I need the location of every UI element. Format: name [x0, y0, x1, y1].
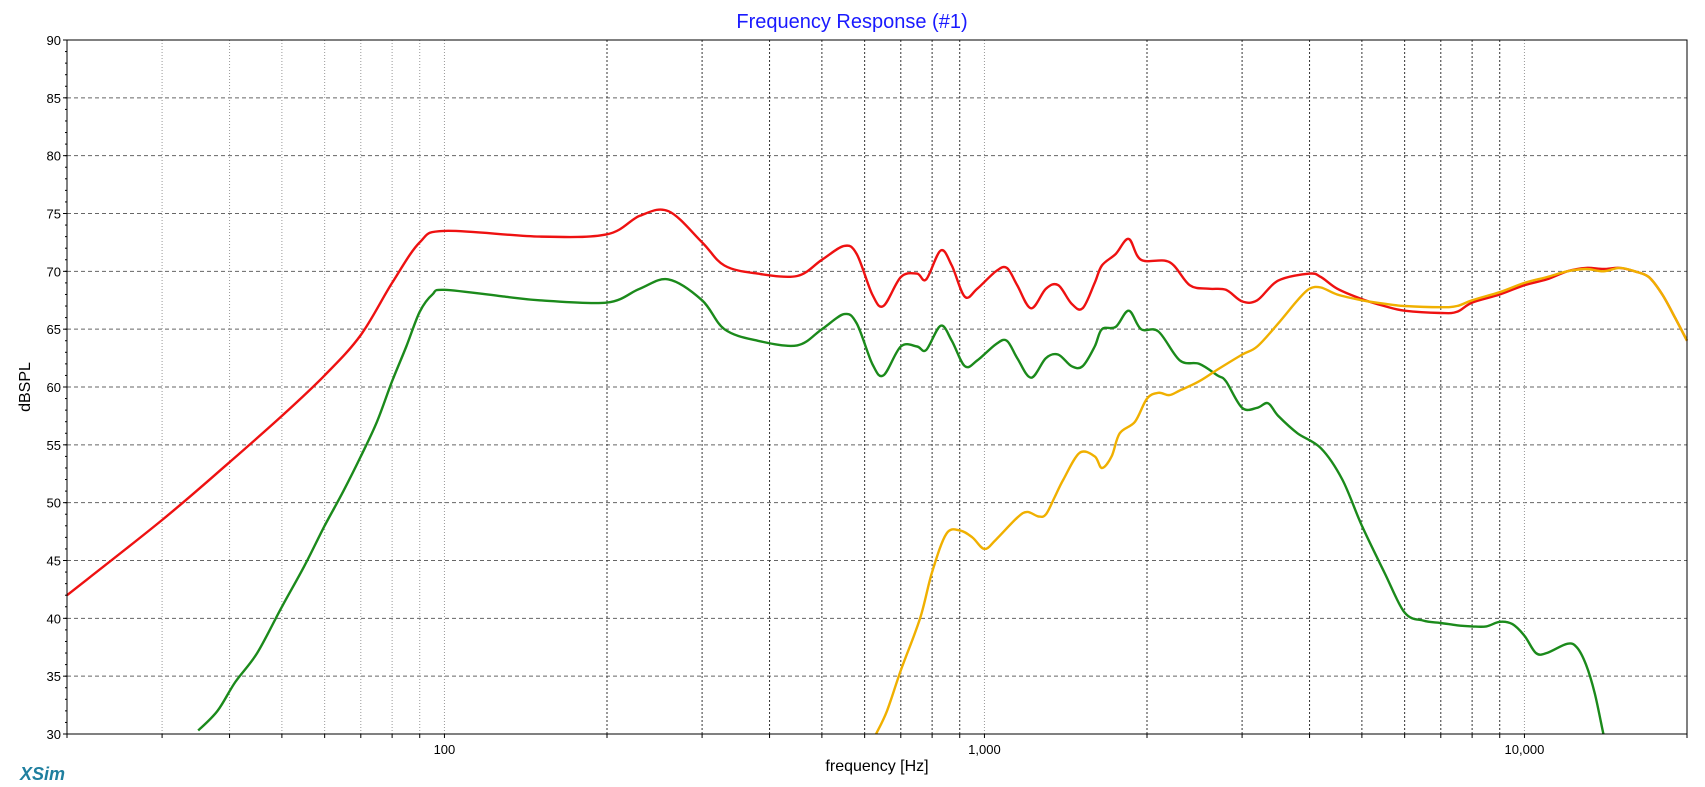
y-tick-label: 65 — [47, 322, 61, 337]
y-tick-label: 35 — [47, 669, 61, 684]
series-tweeter-line — [875, 266, 1689, 735]
series-woofer-line — [197, 277, 1605, 735]
y-tick-label: 80 — [47, 149, 61, 164]
x-tick-label: 100 — [434, 742, 456, 757]
series-lines — [66, 208, 1689, 735]
x-tick-label: 10,000 — [1505, 742, 1545, 757]
y-tick-label: 85 — [47, 91, 61, 106]
y-tick-label: 30 — [47, 727, 61, 742]
plot-frame — [66, 39, 1688, 735]
y-tick-label: 50 — [47, 496, 61, 511]
chart-title: Frequency Response (#1) — [736, 11, 967, 33]
grid-lines — [67, 40, 1687, 734]
y-axis-label: dBSPL — [17, 362, 34, 412]
x-axis-label: frequency [Hz] — [825, 758, 928, 775]
y-tick-label: 55 — [47, 438, 61, 453]
y-tick-labels: 30 35 40 45 50 55 60 65 70 75 80 85 90 — [47, 33, 67, 742]
series-total-line — [66, 208, 1689, 597]
y-tick-label: 70 — [47, 264, 61, 279]
y-tick-label: 40 — [47, 611, 61, 626]
xsim-watermark: XSim — [19, 764, 65, 784]
y-tick-label: 75 — [47, 207, 61, 222]
y-tick-label: 90 — [47, 33, 61, 48]
y-tick-label: 45 — [47, 554, 61, 569]
x-tick-label: 1,000 — [968, 742, 1001, 757]
y-tick-label: 60 — [47, 380, 61, 395]
x-tick-labels: 100 1,000 10,000 — [66, 734, 1688, 757]
